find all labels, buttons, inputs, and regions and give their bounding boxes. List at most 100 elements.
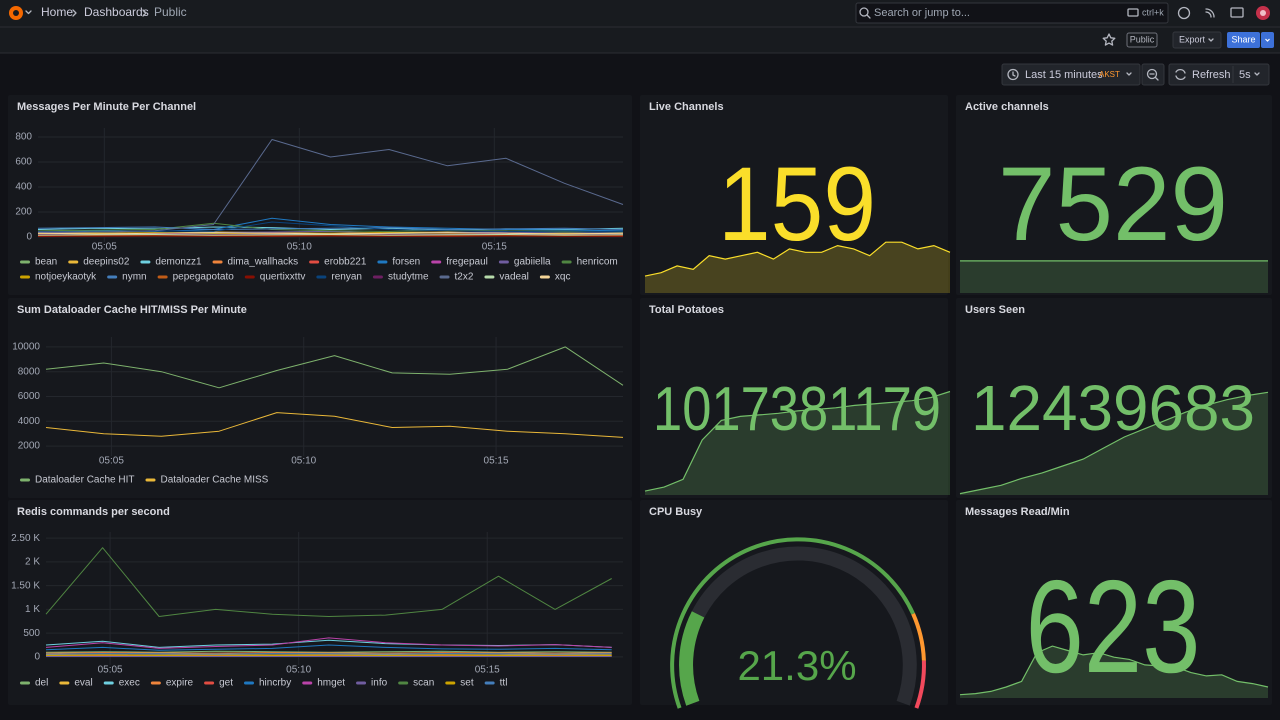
legend-label[interactable]: fregepaul xyxy=(446,257,488,268)
sparkline-area xyxy=(645,391,950,495)
legend-swatch xyxy=(244,681,254,685)
series-line xyxy=(45,637,612,649)
legend-label[interactable]: del xyxy=(35,678,48,689)
series-line xyxy=(37,234,624,237)
share-menu[interactable] xyxy=(1261,32,1274,48)
legend-label[interactable]: xqc xyxy=(555,272,571,283)
panel xyxy=(956,500,1272,705)
legend-label[interactable]: henricom xyxy=(577,257,618,268)
legend-label[interactable]: exec xyxy=(119,678,140,689)
legend-label[interactable]: quertixxttv xyxy=(260,272,306,283)
kiosk-icon[interactable] xyxy=(1230,7,1244,18)
sparkline xyxy=(644,241,951,277)
x-tick-label: 05:15 xyxy=(475,665,500,676)
series-line xyxy=(45,650,612,653)
legend-label[interactable]: scan xyxy=(413,678,434,689)
time-range: Last 15 minutes xyxy=(1025,69,1103,81)
y-tick-label: 0 xyxy=(34,652,40,663)
keyboard-icon xyxy=(1127,8,1139,17)
legend-label[interactable]: forsen xyxy=(392,257,420,268)
series-line xyxy=(37,234,624,236)
legend-label[interactable]: vadeal xyxy=(499,272,528,283)
y-tick-label: 800 xyxy=(15,132,32,143)
panel-title: Messages Read/Min xyxy=(965,506,1070,518)
sparkline xyxy=(959,645,1269,696)
sparkline-area xyxy=(960,392,1268,495)
time-picker[interactable] xyxy=(1001,63,1141,86)
legend-swatch xyxy=(204,681,215,685)
legend-label[interactable]: notjoeykaotyk xyxy=(35,272,97,283)
search-box[interactable] xyxy=(855,2,1169,24)
legend-label[interactable]: set xyxy=(460,678,474,689)
legend-label[interactable]: nymn xyxy=(122,272,146,283)
legend-swatch xyxy=(145,478,156,482)
legend-swatch xyxy=(539,275,550,279)
legend-swatch xyxy=(103,681,114,685)
panel-title: Total Potatoes xyxy=(649,304,724,316)
breadcrumb[interactable]: Dashboards xyxy=(84,5,149,19)
legend-label[interactable]: Dataloader Cache HIT xyxy=(35,475,135,486)
series-line xyxy=(45,644,612,651)
legend-label[interactable]: erobb221 xyxy=(324,257,367,268)
legend-swatch xyxy=(431,260,442,264)
legend-label[interactable]: eval xyxy=(74,678,92,689)
sparkline xyxy=(644,390,951,492)
gauge-threshold xyxy=(914,660,926,709)
news-icon[interactable] xyxy=(1205,8,1215,18)
breadcrumb-separator xyxy=(72,9,77,17)
legend-swatch xyxy=(20,275,30,279)
legend-label[interactable]: t2x2 xyxy=(455,272,474,283)
y-tick-label: 600 xyxy=(15,157,32,168)
legend-label[interactable]: pepegapotato xyxy=(173,272,235,283)
breadcrumb[interactable]: Home xyxy=(41,5,73,19)
legend-label[interactable]: Dataloader Cache MISS xyxy=(161,475,269,486)
help-icon[interactable] xyxy=(1177,6,1191,20)
shortcut: ctrl+k xyxy=(1142,7,1164,17)
legend-swatch xyxy=(372,275,383,279)
refresh-picker[interactable] xyxy=(1168,63,1270,86)
legend-swatch xyxy=(302,681,313,685)
share-button[interactable] xyxy=(1227,32,1260,48)
y-tick-label: 2000 xyxy=(18,441,41,452)
legend-swatch xyxy=(377,260,388,264)
stat-value: 159 xyxy=(718,146,876,263)
legend-swatch xyxy=(316,275,327,279)
timezone: AKST xyxy=(1099,70,1120,79)
x-tick-label: 05:15 xyxy=(484,456,509,467)
gauge-value xyxy=(679,611,705,706)
legend-label[interactable]: gabiiella xyxy=(514,257,551,268)
series-line xyxy=(37,226,624,230)
legend-label[interactable]: deepins02 xyxy=(83,257,130,268)
legend-label[interactable]: get xyxy=(219,678,233,689)
logo-inner xyxy=(13,10,19,16)
panel xyxy=(956,95,1272,295)
stat-value: 1017381179 xyxy=(653,375,941,444)
gauge-threshold xyxy=(911,612,926,661)
legend-swatch xyxy=(561,260,572,264)
legend-label[interactable]: studytme xyxy=(388,272,429,283)
zoom-icon xyxy=(1154,76,1159,81)
legend-label[interactable]: ttl xyxy=(500,678,508,689)
avatar-inner xyxy=(1260,10,1266,16)
legend-label[interactable]: hmget xyxy=(317,678,345,689)
x-tick-label: 05:05 xyxy=(99,456,124,467)
y-tick-label: 500 xyxy=(23,628,40,639)
series-line xyxy=(45,652,612,654)
legend-label[interactable]: dima_wallhacks xyxy=(228,257,299,268)
legend-label[interactable]: demonzz1 xyxy=(155,257,202,268)
panel-title: Messages Per Minute Per Channel xyxy=(17,101,196,113)
legend-swatch xyxy=(445,681,456,685)
zoom-icon xyxy=(1146,68,1158,80)
legend-label[interactable]: hincrby xyxy=(259,678,291,689)
legend-swatch xyxy=(244,275,255,279)
legend-swatch xyxy=(20,681,30,685)
legend-label[interactable]: info xyxy=(371,678,388,689)
legend-label[interactable]: expire xyxy=(166,678,194,689)
star-button[interactable] xyxy=(1102,33,1116,46)
y-tick-label: 6000 xyxy=(18,391,41,402)
legend-label[interactable]: bean xyxy=(35,257,57,268)
export-button[interactable] xyxy=(1172,31,1222,49)
legend-label[interactable]: renyan xyxy=(331,272,362,283)
panel-title: Redis commands per second xyxy=(17,506,170,518)
share-label: Share xyxy=(1231,34,1255,44)
